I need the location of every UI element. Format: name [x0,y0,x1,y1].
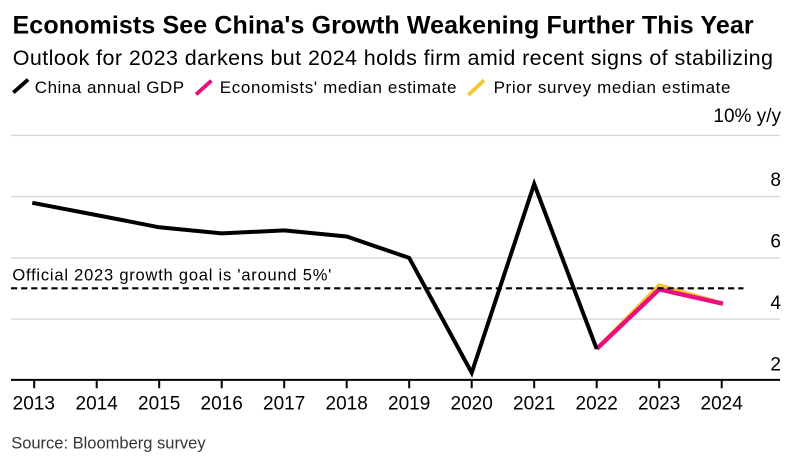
svg-text:2017: 2017 [263,394,305,415]
svg-text:2020: 2020 [451,394,493,415]
svg-text:2021: 2021 [513,394,555,415]
svg-text:Source: Bloomberg survey: Source: Bloomberg survey [11,434,206,452]
svg-text:2022: 2022 [576,394,618,415]
svg-text:2015: 2015 [138,394,180,415]
svg-text:2024: 2024 [701,394,744,415]
svg-text:2019: 2019 [388,394,430,415]
svg-text:Prior survey median estimate: Prior survey median estimate [494,78,731,97]
svg-text:Economists' median estimate: Economists' median estimate [220,78,457,97]
svg-text:8: 8 [770,170,781,191]
svg-text:Official 2023 growth goal is ': Official 2023 growth goal is 'around 5%' [12,266,332,284]
svg-text:Outlook for 2023 darkens but 2: Outlook for 2023 darkens but 2024 holds … [13,46,774,70]
svg-text:2023: 2023 [638,394,680,415]
svg-text:2016: 2016 [201,394,243,415]
svg-text:6: 6 [770,232,781,253]
svg-text:4: 4 [770,293,781,314]
svg-text:2: 2 [770,355,781,376]
svg-text:2018: 2018 [326,394,368,415]
svg-text:2013: 2013 [13,394,55,415]
svg-text:China annual GDP: China annual GDP [35,78,185,97]
svg-text:2014: 2014 [76,394,119,415]
svg-text:Economists See China's Growth: Economists See China's Growth Weakening … [13,12,754,40]
svg-text:10% y/y: 10% y/y [713,106,781,127]
